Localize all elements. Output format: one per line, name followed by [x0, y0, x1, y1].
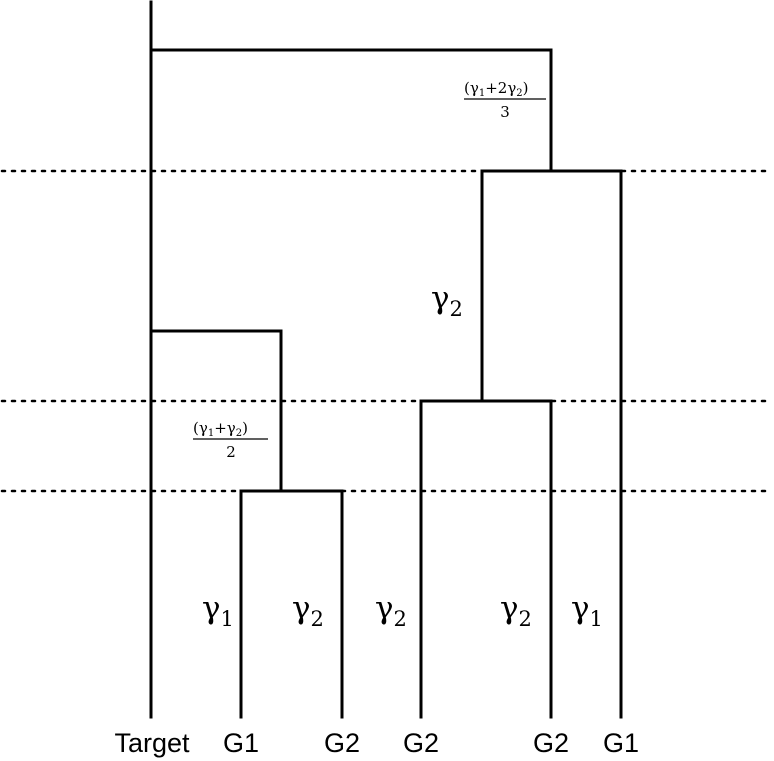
branch-label-gamma2-mid: γ2 — [375, 590, 407, 631]
fraction-avg-two-denominator: 2 — [226, 443, 236, 461]
fraction-avg-two: (γ1+γ2) 2 — [193, 419, 268, 461]
leaf-label-target: Target — [114, 728, 190, 758]
fraction-avg-two-numerator: (γ1+γ2) — [193, 419, 248, 439]
leaf-label-g2-right: G2 — [533, 728, 569, 758]
branch-label-gamma2-upper: γ2 — [431, 280, 463, 321]
branch-label-gamma2-right: γ2 — [500, 590, 532, 631]
fraction-avg-three-denominator: 3 — [500, 103, 510, 121]
fraction-avg-three: (γ1+2γ2) 3 — [464, 79, 546, 121]
leaf-label-g1-right: G1 — [603, 728, 639, 758]
leaf-label-g2-left: G2 — [324, 728, 360, 758]
leaf-label-g2-mid: G2 — [403, 728, 439, 758]
leaf-label-g1-left: G1 — [223, 728, 259, 758]
branch-label-gamma1-left: γ1 — [202, 590, 234, 631]
branch-label-gamma1-right: γ1 — [571, 590, 603, 631]
branch-label-gamma2-left: γ2 — [292, 590, 324, 631]
fraction-avg-three-numerator: (γ1+2γ2) — [464, 79, 529, 99]
